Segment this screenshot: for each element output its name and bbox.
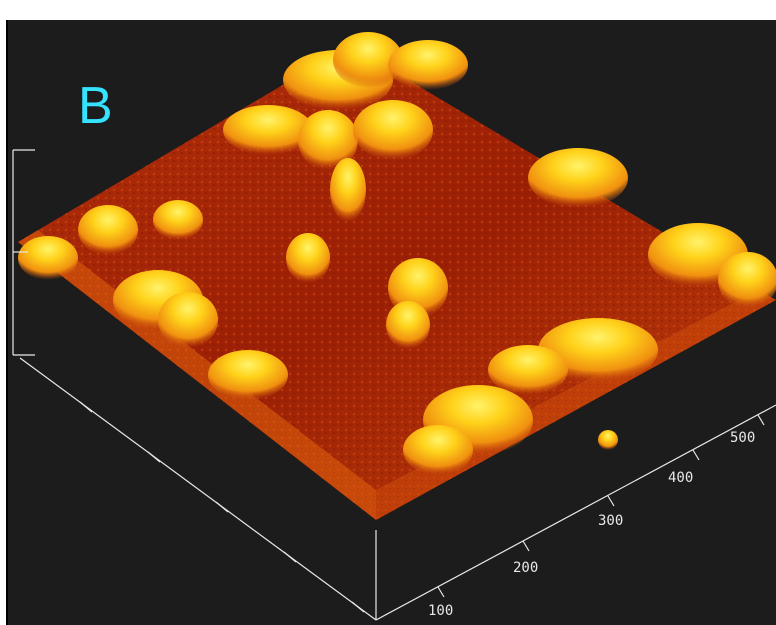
box-axes (19, 357, 776, 621)
title-strip (0, 0, 776, 20)
tick-label-300: 300 (598, 513, 623, 529)
z-scale-bar (12, 149, 35, 356)
right-axis-ticks (437, 414, 765, 598)
left-axis-ticks (79, 401, 365, 613)
surface-svg: 100 200 300 400 500 (12, 32, 776, 621)
tick-label-200: 200 (513, 560, 538, 576)
surface-peaks (18, 32, 776, 475)
tick-label-100: 100 (428, 603, 453, 619)
panel-label: B (78, 77, 113, 135)
left-border (0, 20, 8, 625)
tick-label-400: 400 (668, 470, 693, 486)
tick-label-500: 500 (730, 430, 755, 446)
afm-3d-plot: 100 200 300 400 500 B (8, 20, 776, 625)
